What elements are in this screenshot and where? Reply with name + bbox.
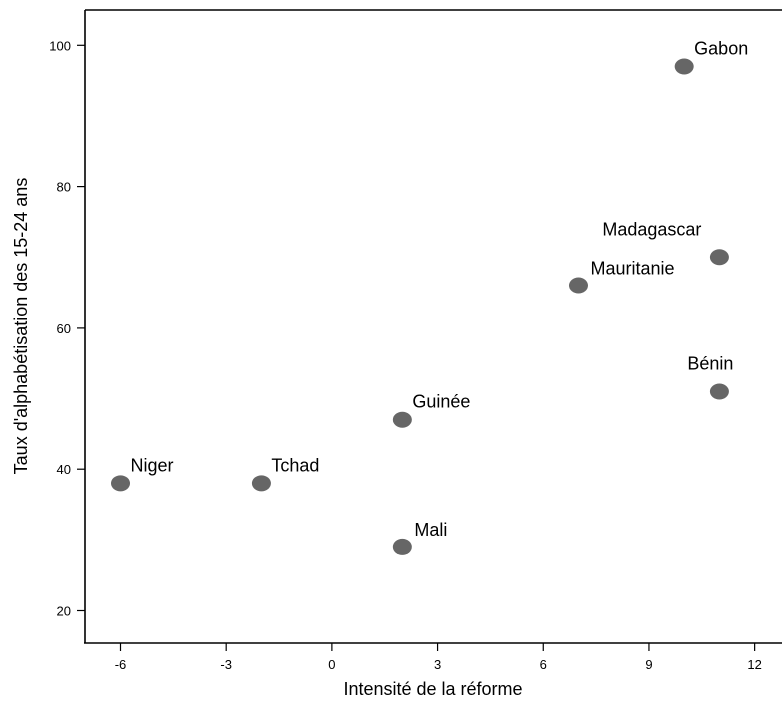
data-point — [251, 475, 271, 492]
x-tick-label: 9 — [645, 657, 652, 672]
x-tick-label: -3 — [220, 657, 232, 672]
x-tick-label: 12 — [747, 657, 761, 672]
data-point — [674, 58, 694, 75]
x-tick-label: 3 — [434, 657, 441, 672]
x-tick-label: 6 — [540, 657, 547, 672]
x-axis-title: Intensité de la réforme — [343, 679, 522, 699]
data-point — [709, 383, 729, 400]
x-tick-label: 0 — [328, 657, 335, 672]
y-tick-label: 20 — [57, 604, 71, 619]
plot-axes — [84, 9, 782, 644]
x-ticks: -6 -3 0 3 6 9 12 — [115, 643, 762, 672]
point-label: Madagascar — [602, 219, 701, 239]
y-tick-label: 60 — [57, 321, 71, 336]
data-point — [392, 411, 412, 428]
y-tick-label: 40 — [57, 462, 71, 477]
data-point — [568, 277, 588, 294]
point-label: Guinée — [412, 392, 470, 412]
point-label: Mauritanie — [590, 259, 674, 279]
y-axis-title: Taux d'alphabétisation des 15-24 ans — [11, 178, 31, 475]
data-point — [392, 538, 412, 555]
point-label: Mali — [414, 520, 447, 540]
data-points: Gabon Madagascar Mauritanie Bénin Guinée Nige… — [111, 38, 748, 555]
y-tick-label: 80 — [57, 180, 71, 195]
y-tick-label: 100 — [49, 38, 71, 53]
data-point — [111, 475, 130, 492]
data-point — [709, 249, 729, 266]
point-label: Bénin — [687, 353, 733, 373]
point-label: Niger — [131, 455, 174, 475]
point-label: Gabon — [694, 38, 748, 58]
x-tick-label: -6 — [115, 657, 127, 672]
y-ticks: 20 40 60 80 100 — [49, 38, 85, 619]
point-label: Tchad — [271, 455, 319, 475]
